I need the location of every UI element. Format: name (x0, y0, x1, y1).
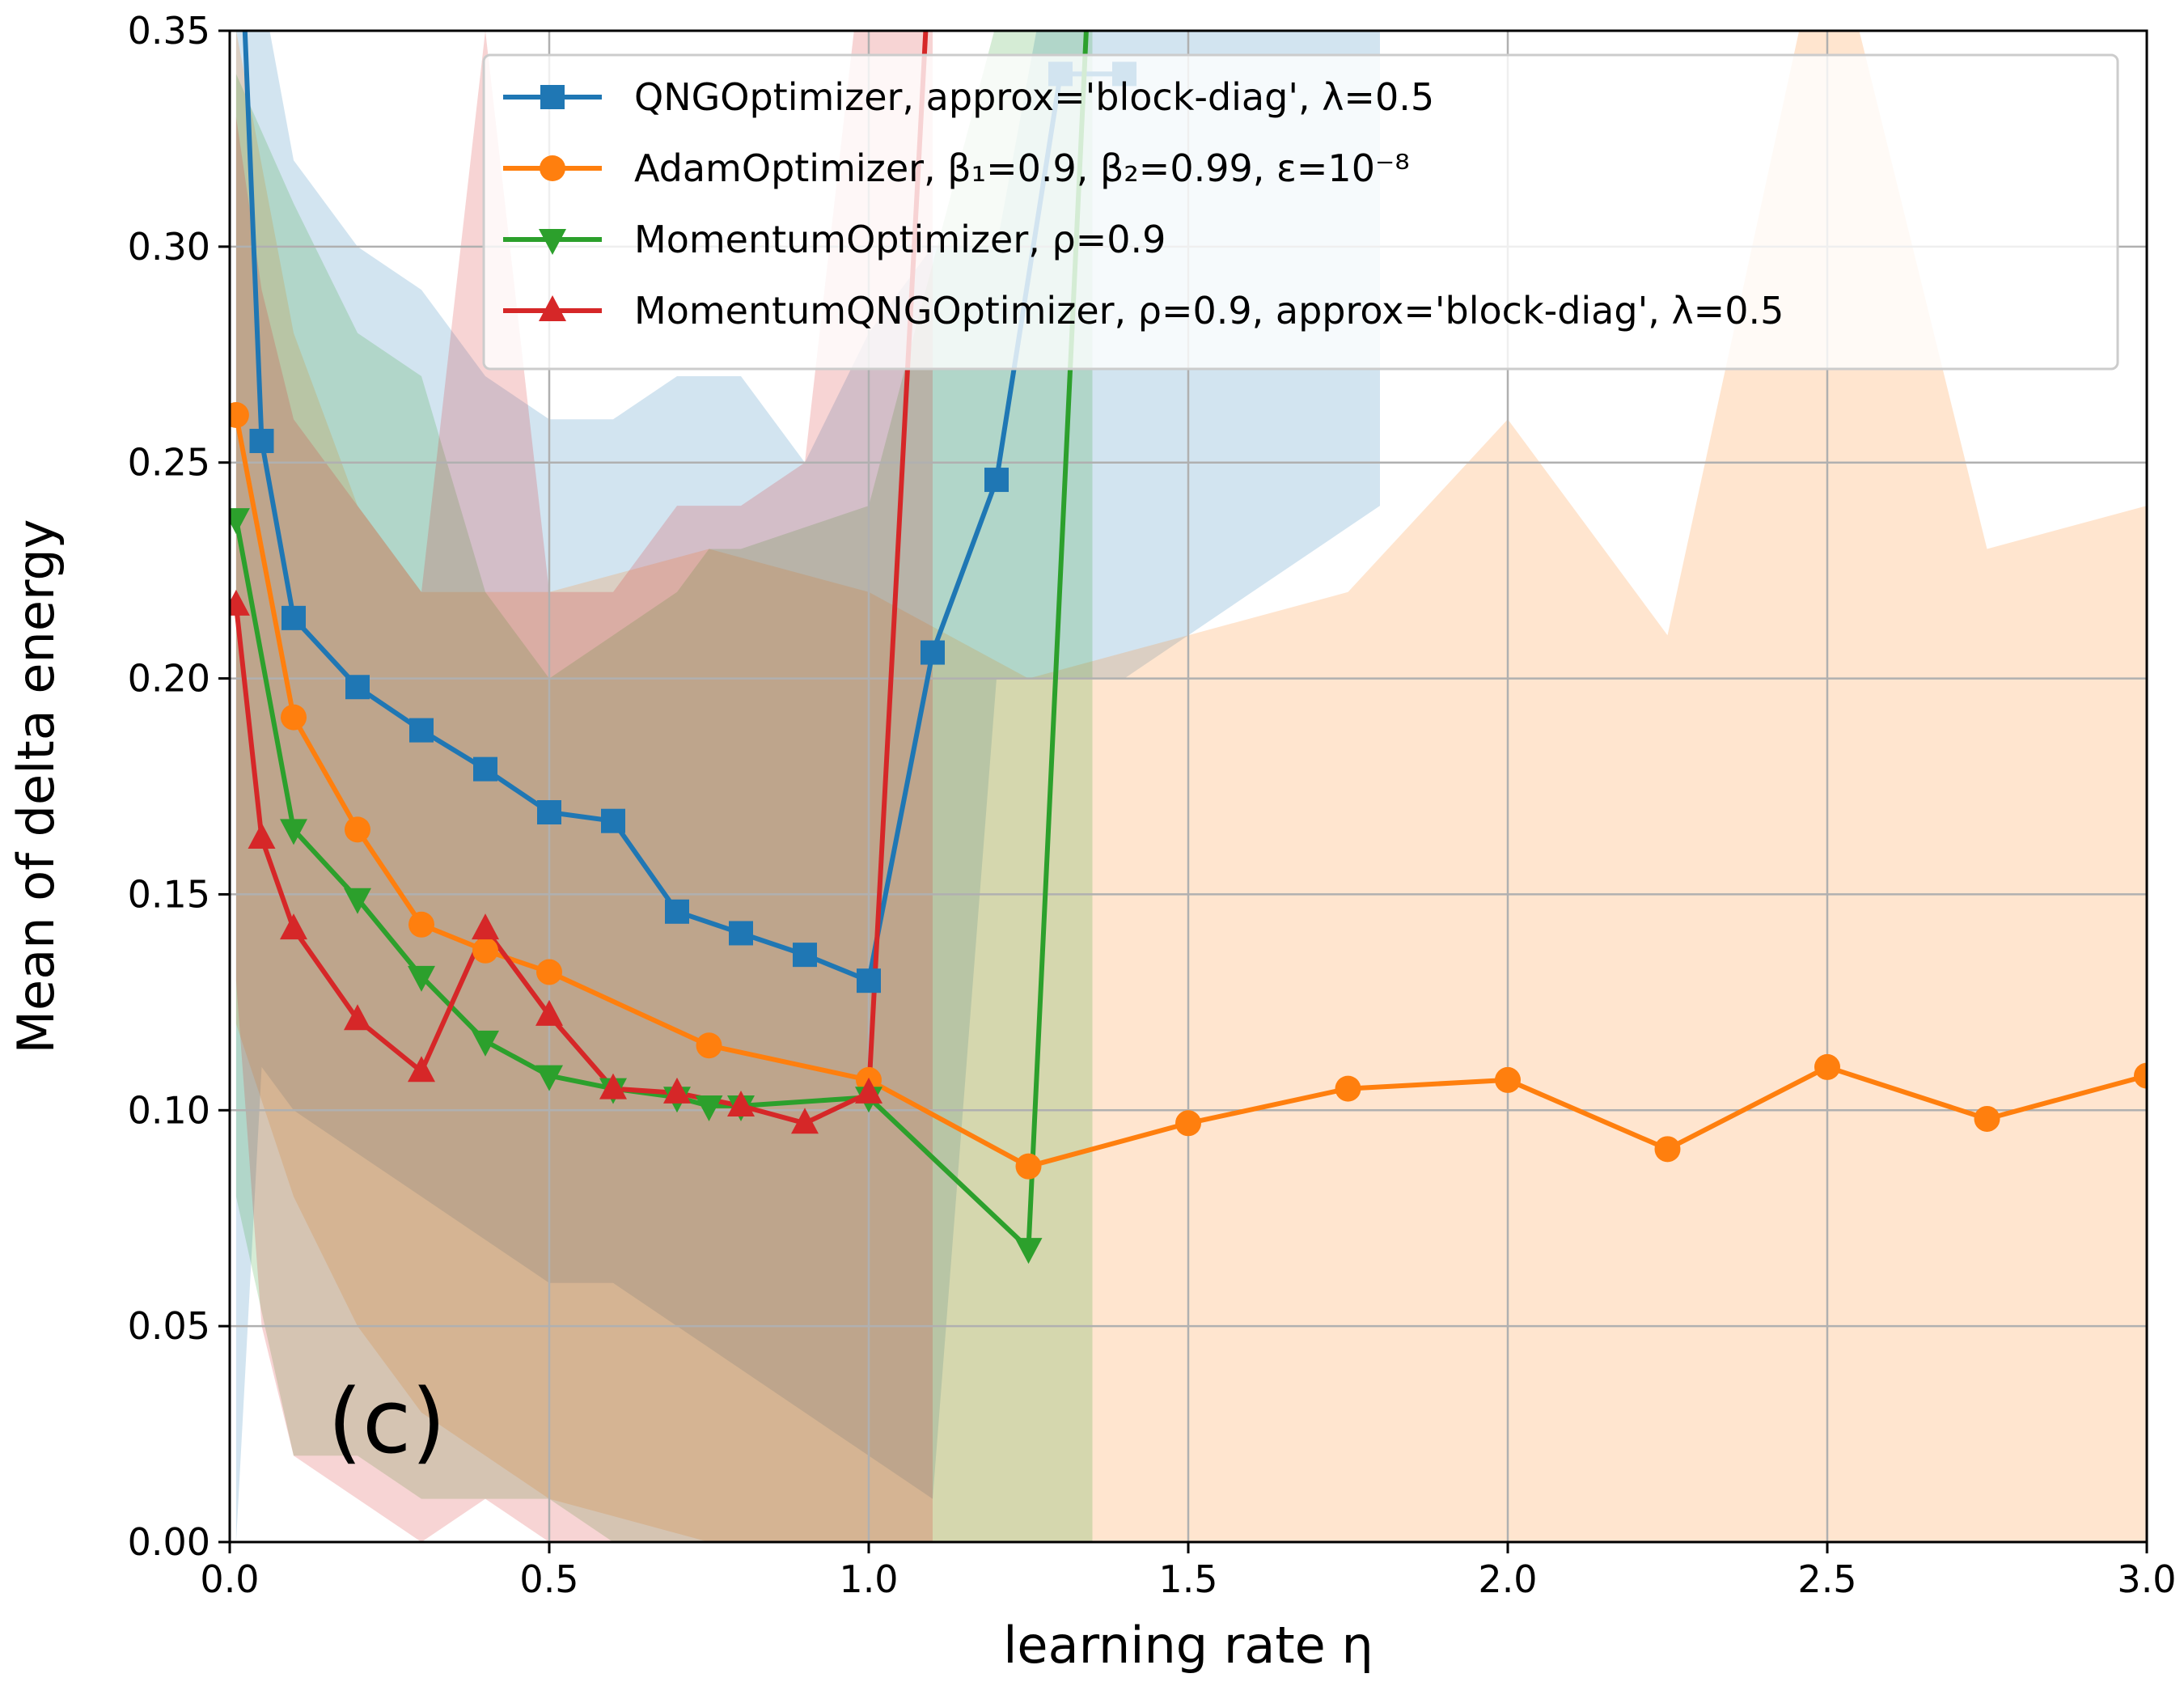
legend-entry-4: MomentumQNGOptimizer, ρ=0.9, approx='blo… (634, 289, 1784, 333)
point-series-1 (793, 943, 817, 968)
point-series-4 (855, 1077, 882, 1104)
point-series-2 (1015, 1153, 1042, 1180)
point-series-4 (408, 1056, 435, 1083)
y-tick-label: 0.00 (128, 1520, 210, 1564)
x-tick-label: 3.0 (2117, 1557, 2176, 1601)
point-series-2 (536, 959, 562, 985)
confidence-bands (235, 31, 2147, 1542)
point-series-3 (695, 1095, 723, 1121)
legend-marker (539, 295, 566, 321)
point-series-4 (280, 913, 307, 940)
point-series-1 (249, 429, 274, 454)
band-series-1 (235, 31, 1380, 1542)
point-series-2 (1814, 1053, 1840, 1080)
point-series-2 (696, 1032, 722, 1059)
point-series-1 (281, 605, 306, 630)
x-tick-label: 0.5 (519, 1557, 578, 1601)
x-tick-label: 0.0 (200, 1557, 259, 1601)
legend-entry-2: AdamOptimizer, β₁=0.9, β₂=0.99, ε=10⁻⁸ (634, 146, 1410, 190)
point-series-3 (472, 1030, 499, 1057)
x-tick-label: 2.5 (1797, 1557, 1856, 1601)
point-series-2 (345, 816, 370, 843)
y-tick-label: 0.25 (128, 441, 210, 485)
point-series-1 (345, 675, 370, 700)
point-series-2 (472, 937, 498, 964)
x-tick-label: 1.0 (839, 1557, 898, 1601)
x-tick-label: 2.0 (1478, 1557, 1537, 1601)
point-series-4 (248, 823, 276, 850)
point-series-4 (535, 999, 563, 1026)
point-series-3 (408, 965, 435, 992)
y-tick-label: 0.05 (128, 1304, 210, 1348)
panel-label: (c) (328, 1370, 446, 1473)
band-series-3 (235, 31, 1093, 1542)
point-series-2 (230, 402, 249, 429)
point-series-2 (408, 911, 434, 938)
point-series-2 (1335, 1075, 1361, 1102)
legend-marker (540, 155, 565, 181)
y-tick-label: 0.10 (128, 1088, 210, 1132)
legend-marker (539, 229, 566, 255)
y-axis-ticks: 0.00 0.05 0.10 0.15 0.20 0.25 0.30 0.35 (128, 9, 230, 1564)
point-series-4 (472, 913, 499, 940)
legend-entry-1: QNGOptimizer, approx='block-diag', λ=0.5 (634, 75, 1434, 119)
point-series-3 (344, 888, 371, 914)
line-series-2 (233, 414, 2147, 1169)
point-series-4 (599, 1073, 627, 1099)
point-series-4 (727, 1090, 755, 1116)
point-series-1 (665, 899, 689, 924)
legend: QNGOptimizer, approx='block-diag', λ=0.5… (482, 53, 2119, 371)
point-series-4 (230, 589, 250, 616)
y-tick-label: 0.35 (128, 9, 210, 53)
point-series-2 (1974, 1105, 2000, 1132)
point-series-3 (280, 819, 307, 845)
x-tick-label: 1.5 (1158, 1557, 1217, 1601)
x-axis-title: learning rate η (1003, 1616, 1373, 1675)
y-tick-label: 0.15 (128, 872, 210, 916)
y-axis-title: Mean of delta energy (6, 519, 66, 1054)
point-series-2 (281, 704, 307, 731)
point-series-4 (344, 1004, 371, 1031)
point-series-2 (1654, 1136, 1681, 1163)
legend-entry-3: MomentumOptimizer, ρ=0.9 (634, 218, 1166, 261)
point-series-1 (473, 756, 497, 782)
point-series-1 (857, 968, 881, 994)
series-markers (230, 61, 2147, 1265)
point-series-4 (791, 1108, 819, 1134)
y-tick-label: 0.20 (128, 657, 210, 701)
point-series-3 (230, 508, 250, 535)
point-series-3 (1014, 1238, 1043, 1265)
point-series-4 (663, 1077, 691, 1104)
legend-marker (540, 85, 565, 109)
line-series-1 (242, 31, 1124, 984)
point-series-3 (535, 1065, 563, 1091)
y-tick-label: 0.30 (128, 225, 210, 269)
point-series-2 (2134, 1062, 2147, 1089)
point-series-1 (729, 921, 753, 946)
point-series-2 (1175, 1110, 1201, 1137)
point-series-1 (409, 718, 434, 743)
x-axis-ticks: 0.0 0.5 1.0 1.5 2.0 2.5 3.0 (200, 1542, 2177, 1601)
legend-box (482, 53, 2119, 371)
band-series-2 (235, 31, 2147, 1542)
point-series-1 (537, 800, 561, 825)
point-series-1 (921, 640, 945, 665)
point-series-1 (984, 468, 1009, 493)
band-series-4 (235, 31, 933, 1542)
point-series-1 (601, 808, 625, 833)
point-series-2 (1495, 1066, 1521, 1093)
